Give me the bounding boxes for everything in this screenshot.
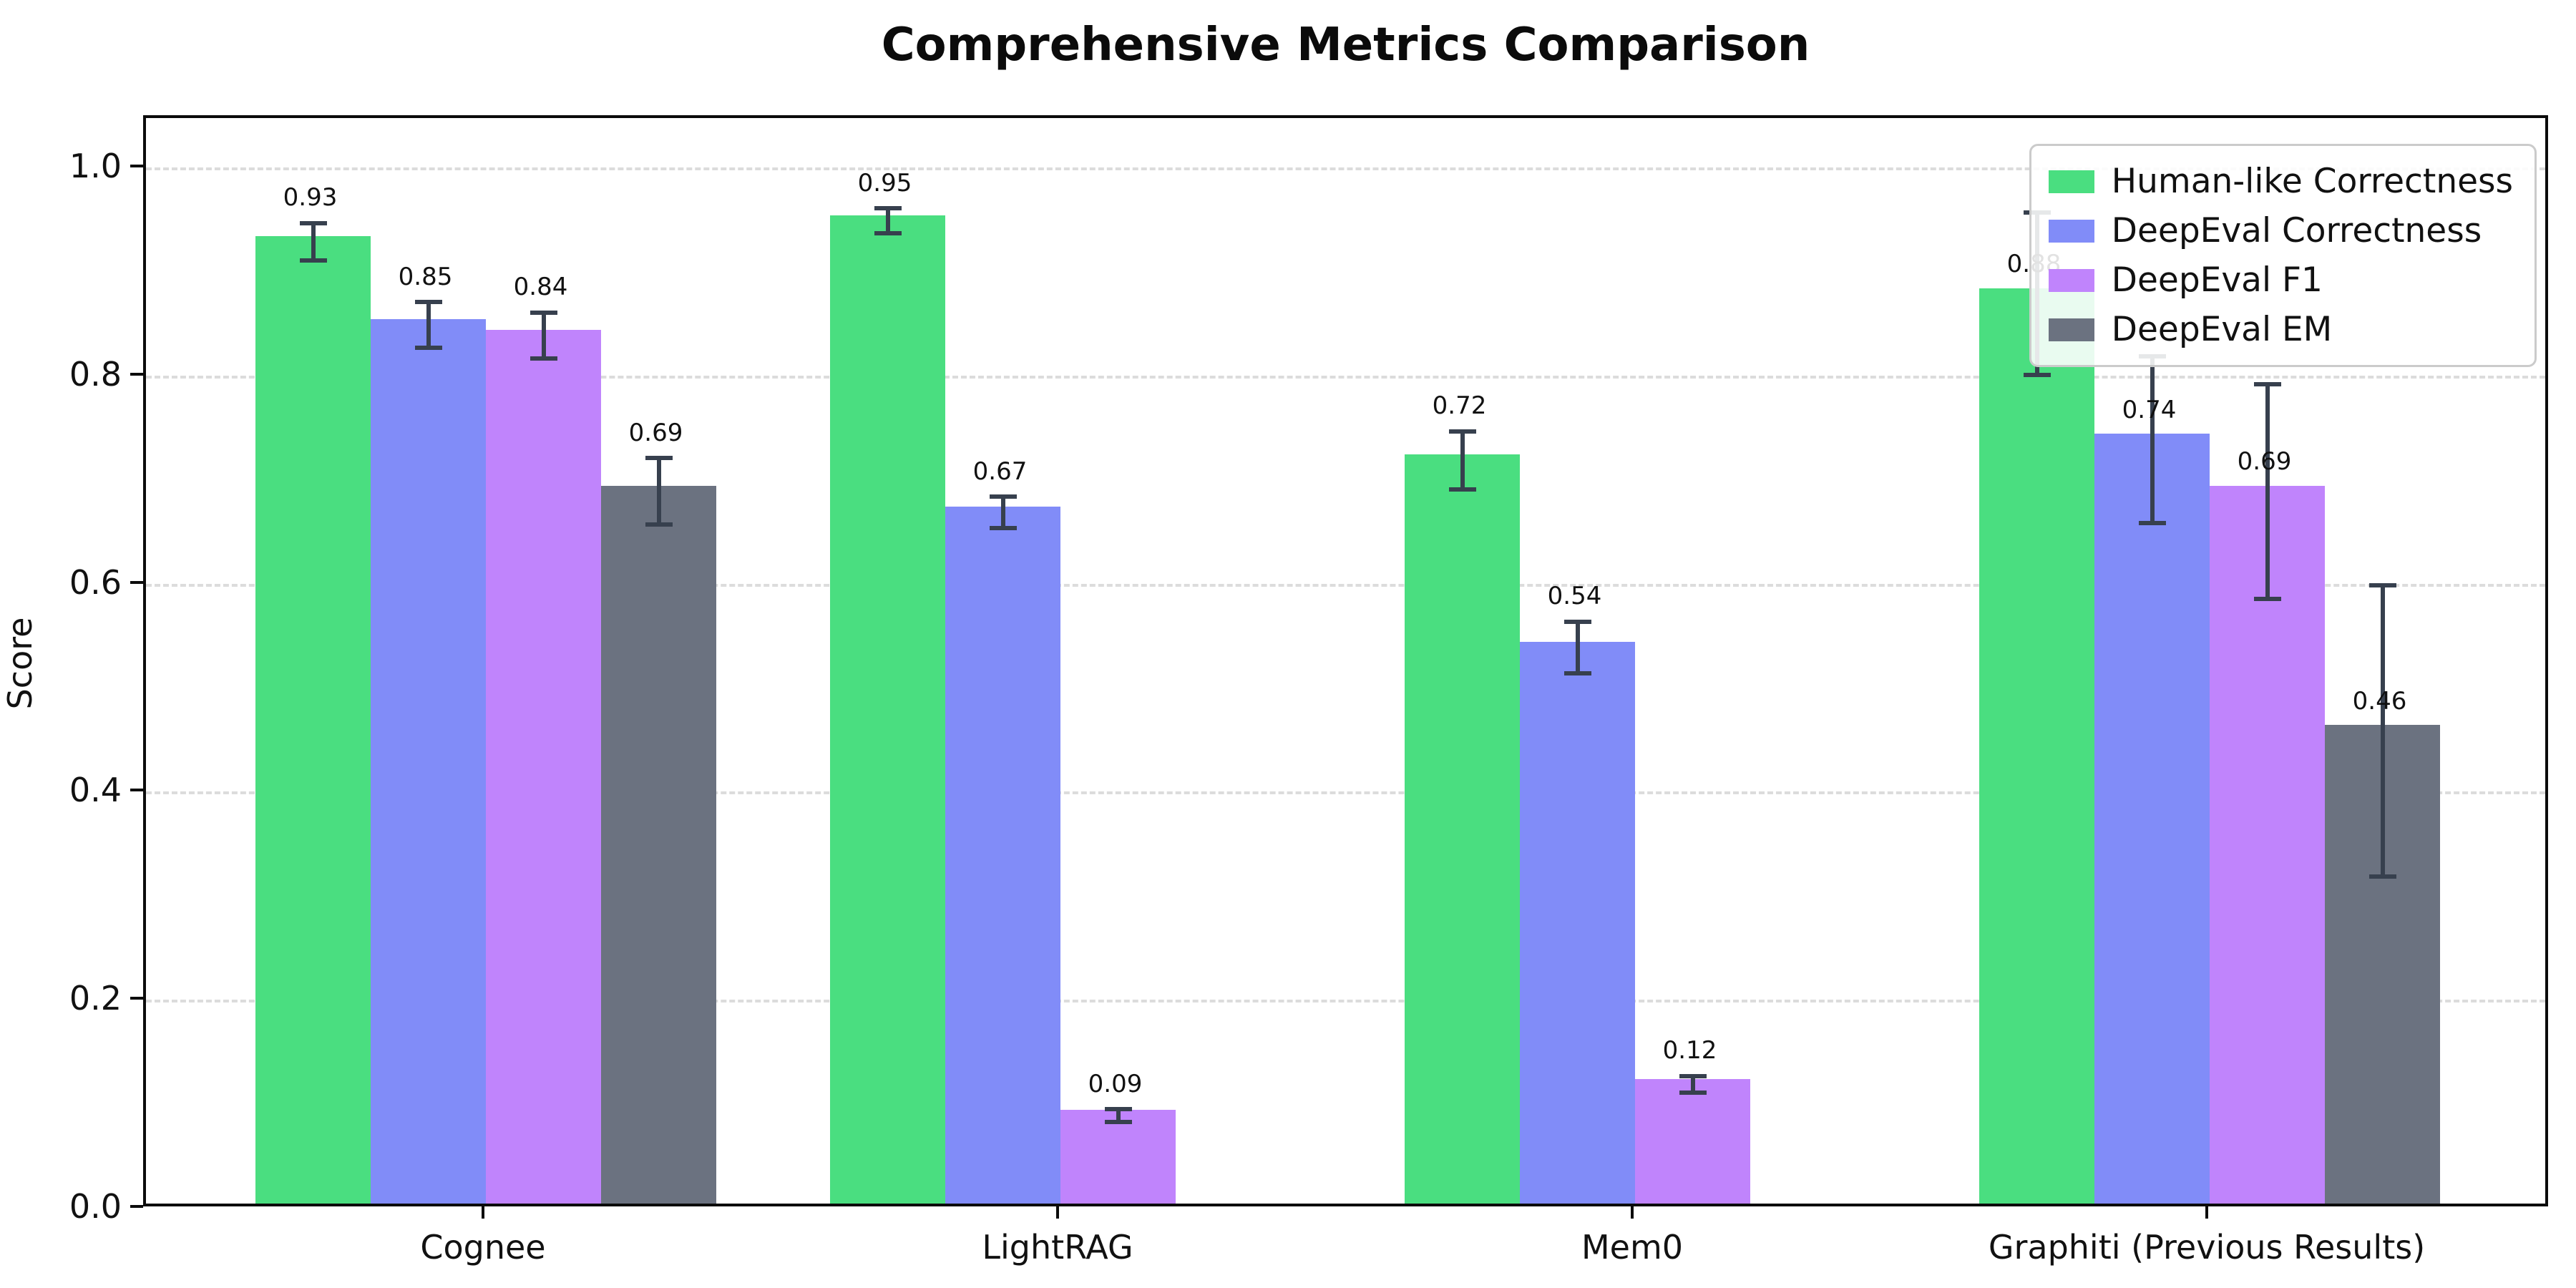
x-axis-category-label: Mem0 xyxy=(1581,1228,1684,1267)
error-bar-cap xyxy=(1563,671,1591,676)
error-bar-cap xyxy=(2023,373,2051,378)
x-tick xyxy=(1056,1206,1059,1219)
error-bar-cap xyxy=(2368,582,2396,587)
y-axis-label: Score xyxy=(1,617,39,710)
error-bar xyxy=(311,223,316,261)
error-bar-cap xyxy=(2253,382,2281,387)
error-bar-cap xyxy=(1104,1119,1132,1124)
x-axis-category-label: Graphiti (Previous Results) xyxy=(1988,1228,2426,1267)
error-bar xyxy=(2034,213,2039,376)
error-bar xyxy=(1460,431,1465,489)
gridline-0.8 xyxy=(146,375,2545,379)
x-tick xyxy=(482,1206,484,1219)
error-bar-cap xyxy=(2138,353,2166,358)
bar-lightrag-2 xyxy=(945,506,1060,1204)
error-bar-cap xyxy=(2368,874,2396,879)
error-bar-cap xyxy=(1679,1073,1707,1078)
error-bar xyxy=(541,312,546,358)
y-tick-label: 1.0 xyxy=(69,147,122,186)
y-tick-label: 0.4 xyxy=(69,771,122,810)
bar-graphiti-2 xyxy=(2094,434,2210,1204)
error-bar-cap xyxy=(1448,487,1476,492)
error-bar xyxy=(656,458,661,525)
y-tick xyxy=(130,372,143,376)
x-tick xyxy=(2205,1206,2208,1219)
y-tick-label: 0.6 xyxy=(69,562,122,602)
y-tick xyxy=(130,789,143,792)
error-bar-cap xyxy=(2253,596,2281,601)
error-bar-cap xyxy=(414,346,442,351)
bar-lightrag-1 xyxy=(830,215,945,1204)
error-bar xyxy=(1690,1075,1695,1093)
error-bar xyxy=(1000,497,1005,528)
error-bar-cap xyxy=(645,456,673,461)
error-bar xyxy=(1116,1109,1121,1122)
error-bar xyxy=(1575,621,1580,674)
error-bar-cap xyxy=(299,220,327,225)
bar-mem0-2 xyxy=(1520,641,1635,1204)
y-tick xyxy=(130,580,143,584)
bar-mem0-3 xyxy=(1635,1078,1750,1204)
error-bar-cap xyxy=(1795,1204,1822,1206)
chart-title: Comprehensive Metrics Comparison xyxy=(881,19,1810,72)
error-bar-cap xyxy=(530,310,557,315)
error-bar-cap xyxy=(874,231,902,236)
gridline-0.2 xyxy=(146,1000,2545,1003)
y-tick xyxy=(130,1205,143,1208)
bar-graphiti-3 xyxy=(2210,485,2325,1204)
x-axis-category-label: Cognee xyxy=(420,1228,546,1267)
error-bar-cap xyxy=(414,300,442,305)
error-bar-cap xyxy=(1448,429,1476,434)
plot-area xyxy=(143,115,2548,1206)
y-tick xyxy=(130,165,143,168)
y-tick-label: 0.0 xyxy=(69,1187,122,1226)
error-bar-cap xyxy=(299,258,327,263)
error-bar-cap xyxy=(1563,619,1591,624)
bar-cognee-4 xyxy=(601,485,716,1204)
y-tick xyxy=(130,997,143,1000)
y-tick-label: 0.2 xyxy=(69,979,122,1018)
error-bar xyxy=(2265,384,2270,599)
error-bar-cap xyxy=(1104,1107,1132,1112)
bar-cognee-3 xyxy=(486,329,601,1204)
gridline-1.0 xyxy=(146,167,2545,171)
error-bar-cap xyxy=(2023,210,2051,215)
error-bar-cap xyxy=(874,206,902,211)
error-bar-cap xyxy=(2138,520,2166,525)
error-bar xyxy=(2150,356,2155,523)
gridline-0.4 xyxy=(146,791,2545,795)
bar-mem0-1 xyxy=(1405,454,1520,1204)
gridline-0.6 xyxy=(146,583,2545,587)
error-bar xyxy=(426,302,431,348)
y-tick-label: 0.8 xyxy=(69,354,122,394)
bar-lightrag-3 xyxy=(1060,1110,1176,1204)
error-bar xyxy=(885,208,890,234)
x-axis-category-label: LightRAG xyxy=(982,1228,1133,1267)
error-bar-cap xyxy=(989,525,1017,530)
bar-cognee-1 xyxy=(255,236,371,1204)
error-bar xyxy=(2380,585,2385,877)
error-bar-cap xyxy=(1220,1204,1247,1206)
error-bar-cap xyxy=(1679,1091,1707,1096)
bar-graphiti-1 xyxy=(1979,288,2094,1204)
error-bar-cap xyxy=(989,494,1017,499)
error-bar-cap xyxy=(530,356,557,361)
x-tick xyxy=(1631,1206,1634,1219)
error-bar-cap xyxy=(645,522,673,527)
bar-cognee-2 xyxy=(371,319,486,1204)
